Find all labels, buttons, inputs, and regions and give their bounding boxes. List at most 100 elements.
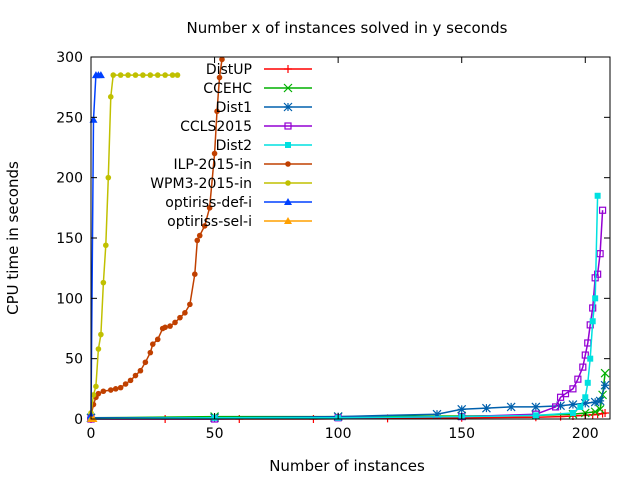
legend-entry: DistUP [206,62,312,78]
data-point [140,72,146,78]
legend-marker [285,180,291,186]
data-point [482,403,491,413]
legend-marker [284,217,292,224]
data-point [206,205,213,211]
data-point [532,412,539,419]
data-point [177,314,183,321]
series-line [91,384,606,419]
data-point [211,150,218,157]
data-point [506,402,516,412]
data-point [105,174,112,181]
data-point [95,346,102,352]
x-tick-label: 50 [206,426,224,442]
data-point [569,409,576,416]
data-point [174,72,181,78]
legend-entry: optiriss-def-i [165,195,312,211]
data-point [117,384,124,391]
data-point [590,407,600,417]
chart-title: Number x of instances solved in y second… [187,19,508,37]
legend-entry: Dist1 [216,100,312,116]
data-point [187,301,193,308]
legend-entry: Dist2 [216,138,312,154]
data-point [574,375,582,383]
data-point [122,381,129,387]
data-point [596,250,604,258]
data-point [594,270,602,278]
y-axis-label: CPU time in seconds [4,161,22,315]
legend-marker [284,65,292,73]
data-point [90,392,97,398]
data-point [110,72,117,78]
data-point [595,404,605,414]
data-point [125,72,131,78]
data-point [112,386,119,392]
legend-marker [284,122,292,130]
data-point [579,363,587,371]
data-point [569,385,577,393]
data-point [219,56,225,63]
legend-entry: WPM3-2015-in [150,176,312,192]
legend-label: optiriss-sel-i [167,214,252,230]
legend-marker [283,102,293,112]
series-line [91,210,604,420]
data-point [100,388,107,395]
x-tick-label: 100 [325,426,352,442]
data-point [132,72,139,78]
legend: DistUP CCEHC Dist1 CCLS2015 Dist2 ILP-2015-in… [150,62,312,230]
data-point [192,271,198,278]
data-point [154,336,161,343]
axes: 0 50 100 150 200 250 300 0 50 100 150 200 [56,50,610,442]
y-tick-label: 50 [65,352,83,368]
data-point [154,72,161,78]
legend-entry: CCEHC [203,81,312,97]
data-point [590,397,600,407]
data-point [568,400,578,409]
data-point [95,390,102,397]
data-point [214,108,220,115]
data-point [103,242,109,249]
legend-entry: ILP-2015-in [173,157,312,173]
data-point [96,71,105,79]
series-7 [87,71,105,419]
legend-marker [283,83,293,93]
y-tick-label: 100 [56,291,83,307]
data-point [172,319,178,326]
data-point [594,192,601,199]
data-point [137,367,144,374]
data-point [595,396,605,406]
plot-frame [90,56,611,420]
data-point [561,390,570,398]
data-point [598,206,607,214]
data-point [589,304,597,312]
data-point [169,72,176,78]
x-tick-label: 0 [87,426,96,442]
series-3 [87,206,607,423]
series-line [90,373,606,419]
data-point [117,72,124,78]
data-point [580,398,590,408]
series-6 [88,72,181,416]
legend-marker [285,161,291,167]
legend-label: optiriss-def-i [165,195,252,211]
legend-label: Dist1 [216,100,252,116]
data-point [582,394,589,401]
legend-label: CCEHC [203,81,252,97]
data-point [194,237,201,244]
series-5 [88,56,225,419]
data-point [127,377,134,384]
series-line [90,74,101,416]
data-point [93,383,99,390]
data-point [600,380,610,390]
plot-area [86,56,610,423]
data-point [592,295,599,302]
data-point [216,74,223,81]
legend-label: DistUP [206,62,252,78]
data-point [196,232,203,239]
data-point [584,379,591,386]
data-point [132,372,139,379]
data-point [147,72,154,78]
x-tick-label: 150 [448,426,475,442]
data-point [556,401,565,411]
data-point [531,402,541,412]
